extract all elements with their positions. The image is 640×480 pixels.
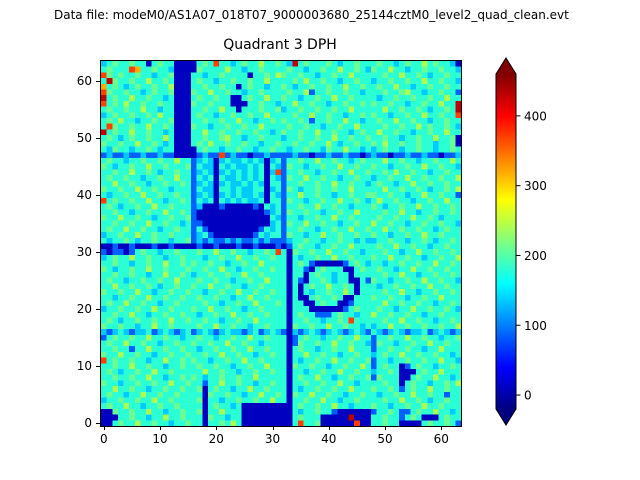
colorbar-tick-label: 400 <box>524 109 547 123</box>
colorbar-ticks: 0 100 200 300 400 <box>516 109 547 403</box>
colorbar-extend-max-arrow <box>496 58 516 74</box>
y-tick-label: 40 <box>76 188 92 203</box>
y-tick-mark <box>96 366 100 368</box>
y-tick-label: 30 <box>76 245 92 260</box>
y-tick-label: 20 <box>76 302 92 317</box>
x-tick-label: 20 <box>208 432 224 446</box>
y-tick-mark <box>96 195 100 197</box>
y-tick-label: 0 <box>84 416 92 431</box>
x-tick-label: 60 <box>433 432 449 446</box>
x-tick-mark <box>103 426 105 430</box>
y-tick-label: 60 <box>76 73 92 88</box>
y-tick-label: 50 <box>76 130 92 145</box>
x-tick-mark <box>441 426 443 430</box>
x-tick-label: 50 <box>377 432 393 446</box>
plot-title: Quadrant 3 DPH <box>223 37 337 53</box>
y-tick-mark <box>96 80 100 82</box>
datafile-text: Data file: modeM0/AS1A07_018T07_90000036… <box>54 8 569 22</box>
y-tick-mark <box>96 252 100 254</box>
colorbar-extend-min-arrow <box>496 409 516 425</box>
heatmap-canvas <box>101 61 461 426</box>
y-tick-label: 10 <box>76 359 92 374</box>
x-tick-mark <box>160 426 162 430</box>
x-tick-label: 40 <box>321 432 337 446</box>
y-tick-mark <box>96 309 100 311</box>
x-tick-mark <box>328 426 330 430</box>
x-tick-label: 10 <box>152 432 168 446</box>
x-tick-mark <box>272 426 274 430</box>
y-tick-mark <box>96 423 100 425</box>
colorbar-tick-label: 300 <box>524 179 547 193</box>
colorbar-tick-label: 0 <box>524 389 532 403</box>
x-tick-label: 0 <box>99 432 108 446</box>
x-tick-mark <box>216 426 218 430</box>
x-tick-label: 30 <box>264 432 281 446</box>
colorbar-tick-label: 200 <box>524 249 547 263</box>
axes-frame: 0 10 20 30 40 50 60 0 10 20 30 40 50 60 <box>77 60 462 446</box>
colorbar: 0 100 200 300 400 <box>495 57 547 426</box>
colorbar-outline <box>495 57 517 426</box>
colorbar-tick-label: 100 <box>524 319 547 333</box>
y-tick-mark <box>96 137 100 139</box>
x-tick-mark <box>385 426 387 430</box>
colorbar-gradient-bar <box>496 74 516 409</box>
